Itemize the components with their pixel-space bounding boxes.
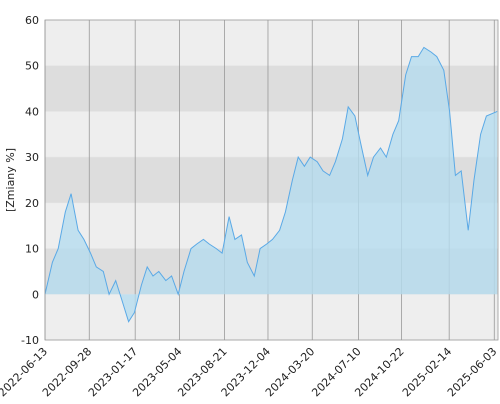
y-tick-label: 50 xyxy=(25,60,39,73)
y-tick-label: -10 xyxy=(21,334,39,347)
y-tick-label: 20 xyxy=(25,197,39,210)
y-tick-label: 10 xyxy=(25,243,39,256)
plot-border xyxy=(44,19,499,341)
y-tick-label: 40 xyxy=(25,105,39,118)
line xyxy=(44,46,498,323)
y-axis-label: [Zmiany %] xyxy=(4,148,17,212)
y-tick-label: 30 xyxy=(25,151,39,164)
y-tick-label: 0 xyxy=(32,288,39,301)
area-fill xyxy=(45,47,498,322)
y-tick-label: 60 xyxy=(25,14,39,27)
